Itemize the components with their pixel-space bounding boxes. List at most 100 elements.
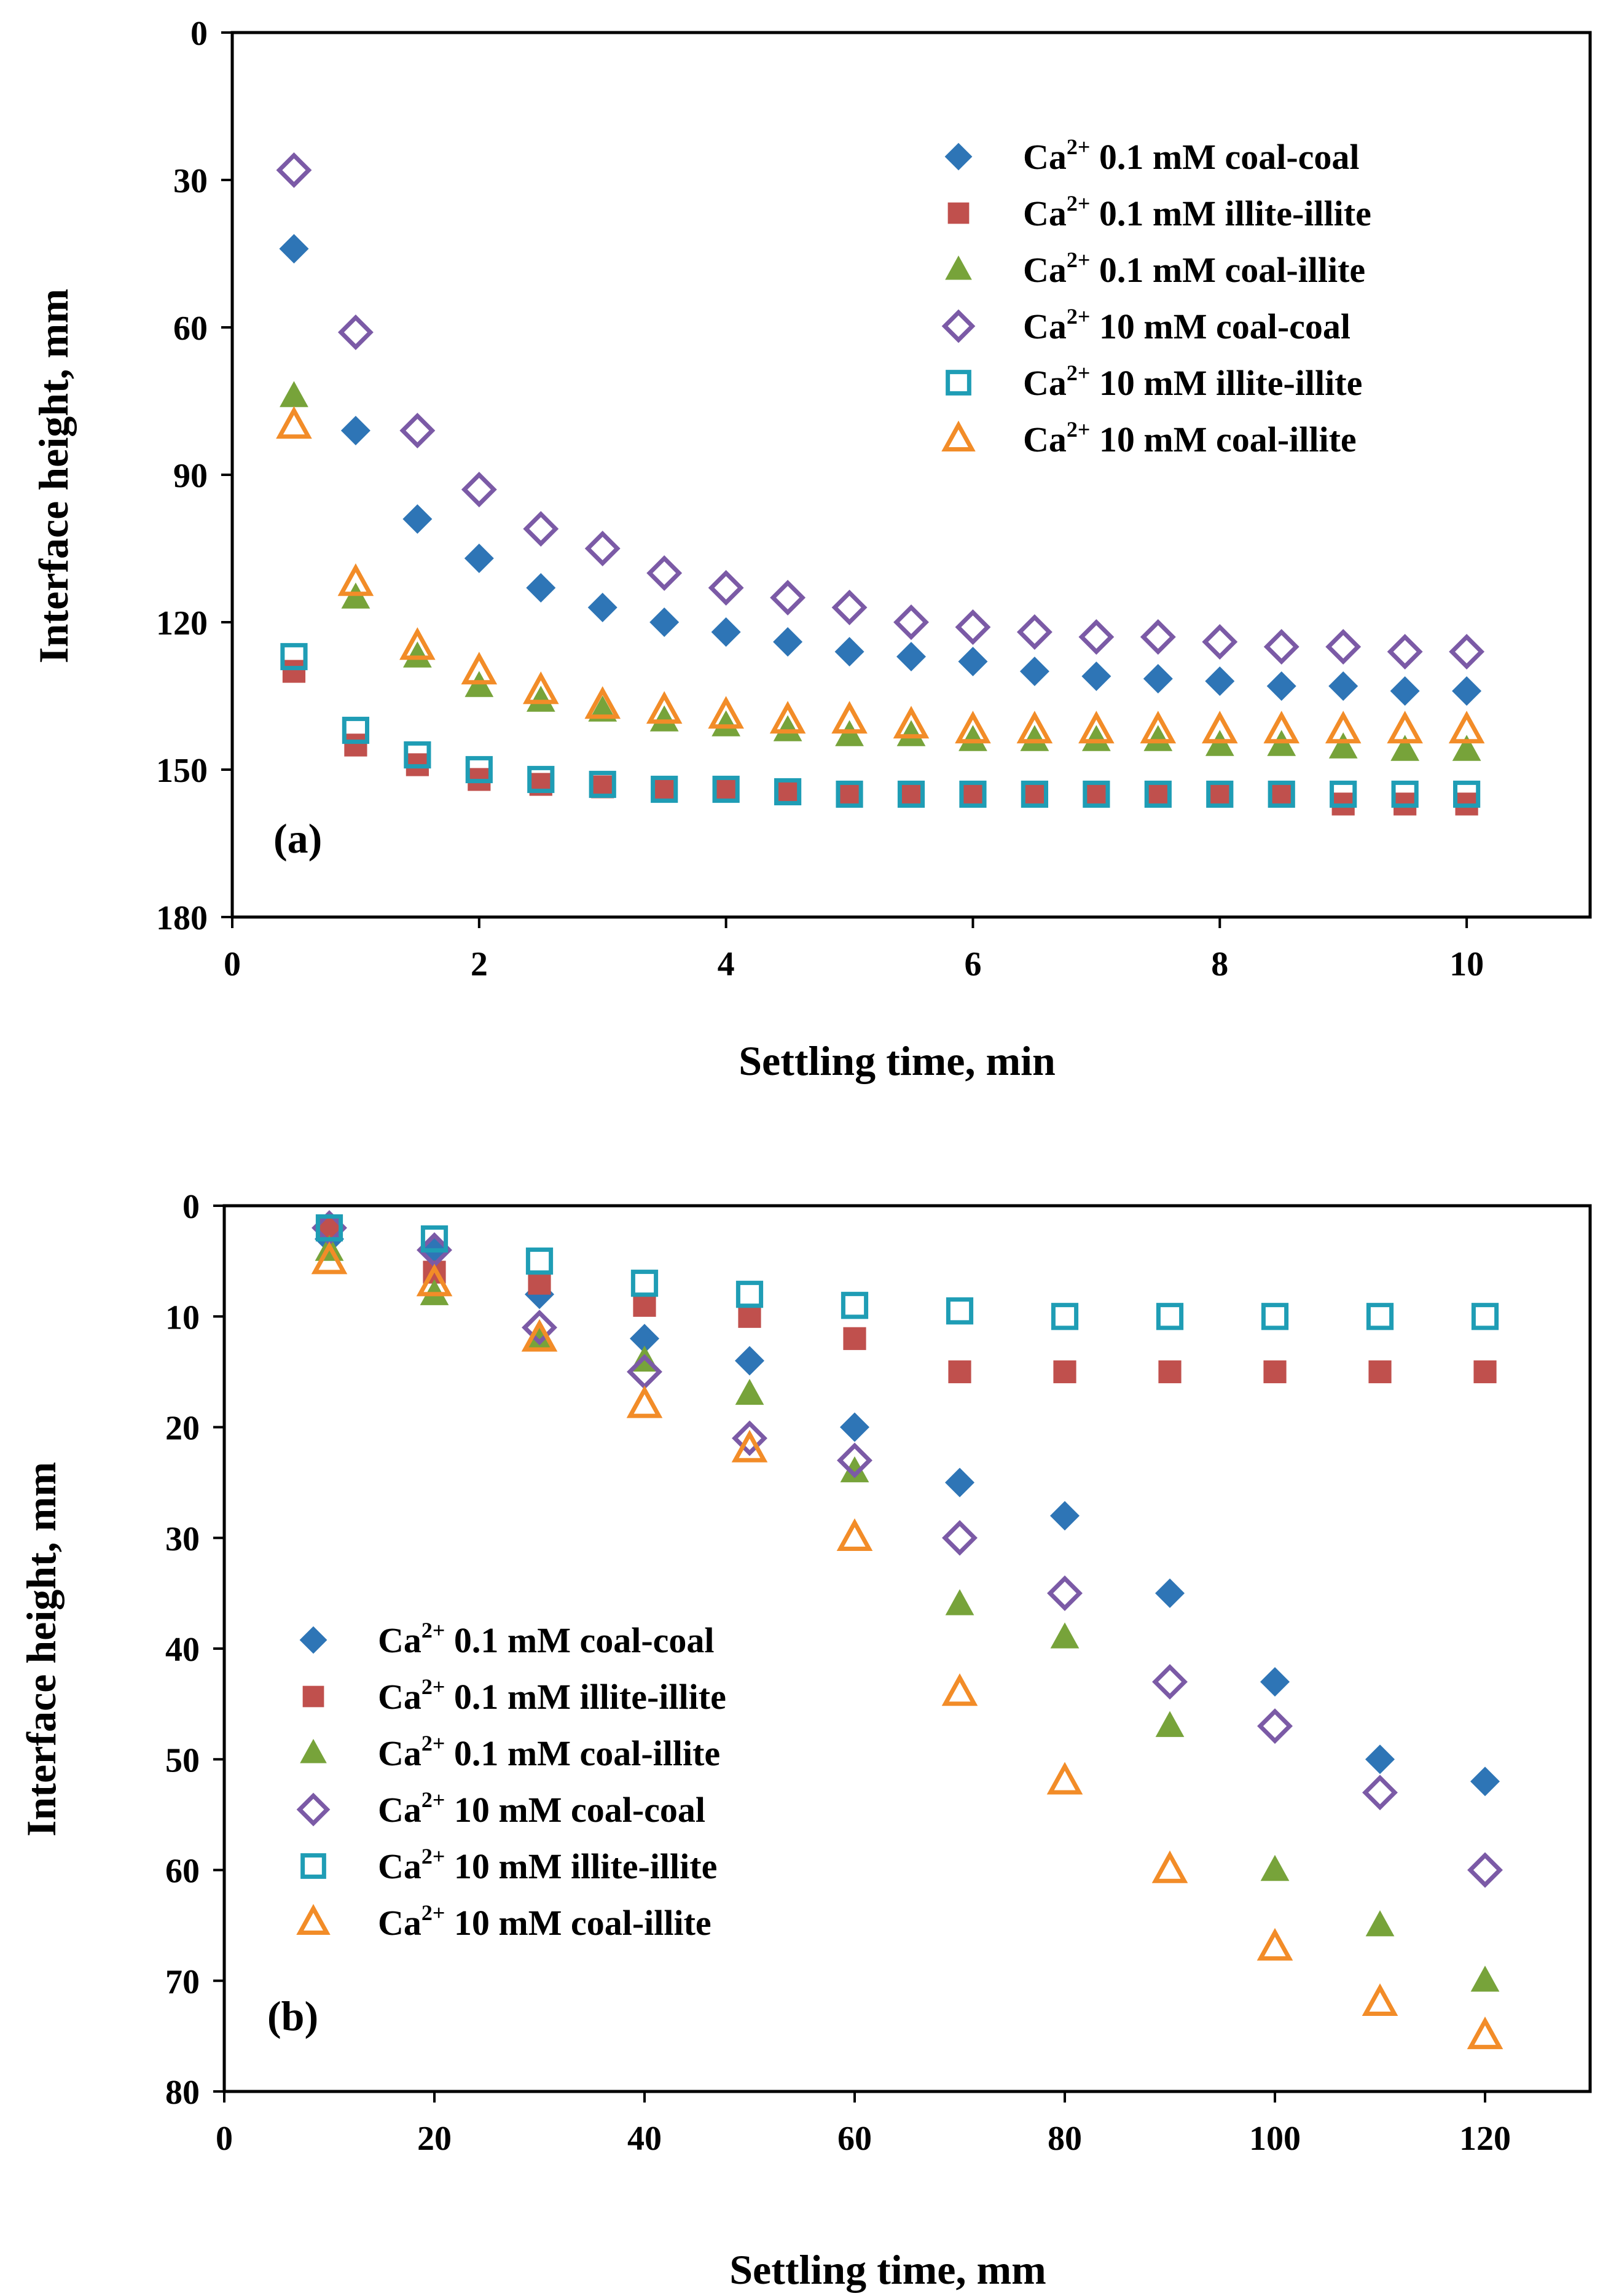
data-point xyxy=(774,778,802,806)
data-point xyxy=(840,1412,869,1442)
data-point xyxy=(1084,783,1108,806)
data-point xyxy=(1083,780,1110,808)
data-point xyxy=(893,706,930,739)
y-tick-label: 0 xyxy=(190,15,208,53)
legend-marker xyxy=(300,1739,327,1763)
data-point xyxy=(587,593,617,622)
data-point xyxy=(399,413,436,448)
data-point xyxy=(522,671,559,705)
panel-label: (a) xyxy=(273,815,322,862)
x-tick-label: 60 xyxy=(837,2120,872,2158)
y-axis-title: Interface height, mm xyxy=(18,1462,65,1837)
legend-entry: Ca2+ 0.1 mM coal-illite xyxy=(378,1731,720,1773)
data-point xyxy=(311,1241,348,1275)
legend-entry: Ca2+ 0.1 mM coal-coal xyxy=(1023,135,1360,177)
data-point xyxy=(959,780,987,808)
data-point xyxy=(731,1429,768,1462)
data-point xyxy=(732,1420,767,1456)
data-point xyxy=(831,590,868,625)
data-point xyxy=(461,652,498,685)
data-point xyxy=(773,627,803,657)
y-tick-label: 30 xyxy=(173,162,208,200)
data-point xyxy=(521,1319,558,1352)
x-axis-title: Settling time, min xyxy=(739,1037,1056,1084)
data-point xyxy=(276,152,312,188)
data-point xyxy=(773,715,802,741)
data-point xyxy=(896,720,926,746)
data-point xyxy=(337,563,374,596)
data-point xyxy=(1452,735,1481,761)
legend-entry: Ca2+ 10 mM illite-illite xyxy=(378,1844,717,1886)
legend-marker xyxy=(944,143,973,171)
data-point xyxy=(1263,711,1300,744)
data-point xyxy=(946,1297,974,1325)
data-point xyxy=(1047,1575,1083,1611)
y-tick-label: 30 xyxy=(165,1520,200,1558)
legend-entry: Ca2+ 10 mM coal-coal xyxy=(1023,304,1350,346)
data-point xyxy=(941,1673,978,1706)
data-point xyxy=(1467,1852,1503,1888)
legend-entry: Ca2+ 0.1 mM illite-illite xyxy=(1023,191,1371,233)
data-point xyxy=(1050,1622,1080,1649)
x-tick-label: 40 xyxy=(627,2120,662,2158)
data-point xyxy=(1050,1501,1080,1531)
data-point xyxy=(831,701,868,734)
data-point xyxy=(735,1378,764,1405)
x-tick-label: 100 xyxy=(1249,2120,1301,2158)
data-point xyxy=(649,607,680,637)
data-point xyxy=(1078,711,1115,744)
data-point xyxy=(1263,1360,1287,1383)
data-point xyxy=(841,1292,869,1319)
data-point xyxy=(1152,1664,1188,1700)
data-point xyxy=(1260,1854,1290,1881)
data-point xyxy=(1263,629,1300,665)
data-point xyxy=(1051,1303,1079,1330)
data-point xyxy=(1205,666,1235,696)
data-point xyxy=(340,416,370,445)
y-tick-label: 90 xyxy=(173,457,208,495)
data-point xyxy=(1257,1708,1293,1744)
legend-marker xyxy=(941,420,976,452)
data-point xyxy=(1021,780,1049,808)
y-tick-label: 80 xyxy=(165,2074,200,2112)
x-tick-label: 10 xyxy=(1449,945,1484,983)
legend-marker xyxy=(941,309,976,343)
data-point xyxy=(896,642,926,671)
data-point xyxy=(464,544,494,573)
data-point xyxy=(1201,711,1238,744)
data-point xyxy=(1020,725,1049,751)
data-point xyxy=(402,641,432,668)
data-point xyxy=(837,783,861,806)
y-tick-label: 50 xyxy=(165,1741,200,1779)
data-point xyxy=(1155,1711,1185,1737)
data-point xyxy=(1452,780,1481,808)
data-point xyxy=(279,234,309,264)
data-point xyxy=(1078,619,1115,655)
data-point xyxy=(337,314,374,350)
data-point xyxy=(630,1270,659,1297)
data-point xyxy=(646,555,683,591)
data-point xyxy=(420,1225,449,1253)
data-point xyxy=(945,1467,974,1497)
data-point xyxy=(1448,711,1485,744)
data-point xyxy=(1362,1775,1398,1811)
data-point xyxy=(525,1248,554,1275)
data-point xyxy=(584,531,621,566)
data-point xyxy=(1081,725,1111,751)
data-point xyxy=(945,1589,974,1615)
data-point xyxy=(834,637,864,666)
data-point xyxy=(276,406,312,439)
x-tick-label: 2 xyxy=(471,945,488,983)
data-point xyxy=(770,580,806,615)
data-point xyxy=(711,617,741,647)
data-point xyxy=(1365,1910,1395,1937)
data-point xyxy=(526,685,555,712)
x-tick-label: 20 xyxy=(417,2120,452,2158)
legend-entry: Ca2+ 0.1 mM coal-coal xyxy=(378,1618,715,1660)
data-point xyxy=(1019,657,1049,686)
data-point xyxy=(651,775,678,803)
data-point xyxy=(958,647,988,676)
legend-marker xyxy=(296,1792,331,1827)
data-point xyxy=(344,733,367,757)
